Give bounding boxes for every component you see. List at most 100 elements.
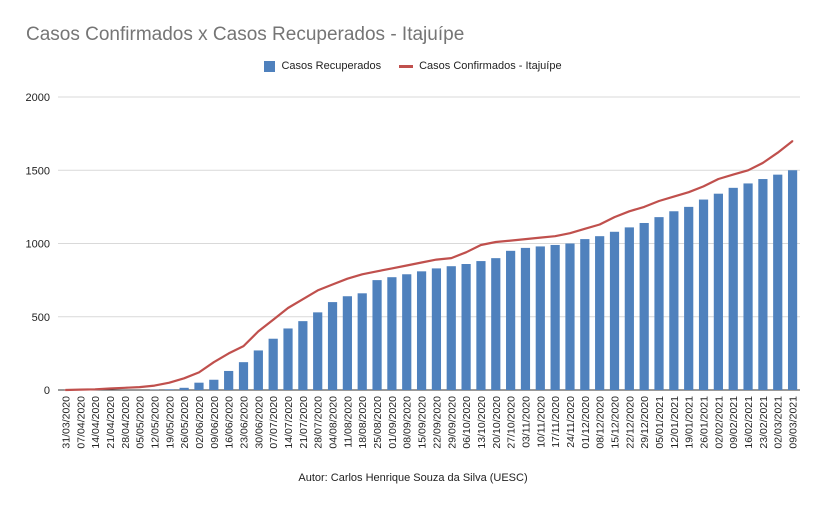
bar-recuperados — [327, 302, 338, 390]
x-tick-label: 21/07/2020 — [298, 396, 310, 449]
y-tick-label: 1000 — [26, 239, 50, 251]
x-tick-label: 08/09/2020 — [402, 396, 414, 449]
x-tick-label: 19/05/2020 — [164, 396, 176, 449]
point-confirmados — [272, 318, 274, 321]
x-tick-label: 31/03/2020 — [60, 396, 72, 449]
point-confirmados — [346, 277, 349, 280]
y-tick-label: 1500 — [26, 165, 50, 177]
bar-recuperados — [639, 222, 649, 390]
x-tick-label: 04/08/2020 — [328, 396, 340, 449]
bar-recuperados — [609, 231, 620, 390]
x-tick-label: 02/06/2020 — [194, 396, 206, 449]
x-tick-label: 07/04/2020 — [75, 396, 87, 449]
x-tick-label: 03/11/2020 — [520, 396, 532, 448]
point-confirmados — [687, 191, 690, 194]
point-confirmados — [643, 206, 645, 208]
x-tick-label: 06/10/2020 — [461, 396, 473, 449]
bar-recuperados — [550, 244, 560, 390]
bar-recuperados — [654, 217, 664, 390]
bar-recuperados — [491, 258, 501, 390]
point-confirmados — [64, 389, 67, 391]
point-confirmados — [391, 267, 393, 270]
point-confirmados — [762, 162, 764, 164]
y-tick-label: 2000 — [26, 92, 50, 104]
point-confirmados — [732, 173, 735, 176]
point-confirmados — [123, 387, 126, 389]
point-confirmados — [658, 200, 660, 202]
point-confirmados — [302, 298, 304, 300]
bar-recuperados — [580, 239, 590, 390]
x-tick-label: 23/06/2020 — [239, 396, 251, 449]
bar-recuperados — [238, 362, 249, 390]
bar-recuperados — [298, 321, 308, 390]
legend-label-confirmados: Casos Confirmados - Itajuípe — [419, 60, 562, 72]
bar-recuperados — [535, 246, 545, 390]
x-tick-label: 16/02/2021 — [743, 396, 755, 449]
point-confirmados — [138, 386, 141, 388]
point-confirmados — [554, 235, 556, 237]
point-confirmados — [584, 228, 586, 230]
bar-recuperados — [743, 183, 753, 390]
x-tick-label: 13/10/2020 — [476, 396, 488, 449]
x-tick-label: 20/10/2020 — [491, 396, 503, 449]
bar-recuperados — [684, 206, 694, 390]
x-tick-label: 07/07/2020 — [268, 396, 280, 449]
bar-recuperados — [787, 170, 798, 390]
point-confirmados — [524, 238, 527, 240]
x-tick-label: 22/09/2020 — [431, 396, 443, 449]
point-confirmados — [791, 140, 794, 142]
point-confirmados — [598, 223, 601, 226]
bar-recuperados — [416, 271, 427, 390]
x-tick-label: 24/11/2020 — [565, 396, 577, 448]
point-confirmados — [94, 388, 96, 391]
bar-recuperados — [713, 193, 723, 390]
legend-swatch-confirmados — [399, 64, 414, 68]
x-tick-label: 02/03/2021 — [773, 396, 785, 449]
point-confirmados — [450, 257, 453, 259]
x-tick-label: 29/09/2020 — [446, 396, 458, 449]
legend-swatch-recuperados — [264, 60, 276, 72]
x-tick-label: 02/02/2021 — [713, 396, 725, 449]
point-confirmados — [465, 251, 467, 254]
chart-title: Casos Confirmados x Casos Recuperados - … — [26, 24, 465, 45]
x-tick-label: 26/01/2021 — [699, 396, 711, 449]
legend-item-recuperados: Casos Recuperados — [264, 60, 381, 72]
bar-recuperados — [253, 350, 263, 390]
point-confirmados — [257, 330, 260, 333]
point-confirmados — [480, 244, 482, 246]
x-tick-label: 10/11/2020 — [535, 396, 547, 448]
bar-recuperados — [446, 266, 456, 390]
point-confirmados — [569, 232, 571, 235]
point-confirmados — [242, 345, 245, 347]
bar-recuperados — [268, 338, 278, 390]
bar-recuperados — [194, 382, 204, 390]
x-tick-label: 15/12/2020 — [610, 396, 622, 449]
bar-recuperados — [357, 293, 367, 390]
x-tick-label: 16/06/2020 — [224, 396, 236, 449]
x-tick-label: 12/01/2021 — [669, 396, 681, 449]
point-confirmados — [376, 270, 378, 273]
point-confirmados — [153, 384, 156, 387]
x-tick-label: 11/08/2020 — [342, 396, 354, 448]
bar-recuperados — [506, 250, 516, 390]
bar-recuperados — [342, 296, 352, 390]
x-tick-label: 17/11/2020 — [550, 396, 562, 448]
x-tick-label: 14/07/2020 — [283, 396, 295, 449]
bar-recuperados — [209, 379, 219, 390]
point-confirmados — [420, 261, 423, 264]
point-confirmados — [168, 381, 171, 384]
bar-recuperados — [728, 187, 738, 390]
bar-recuperados — [773, 174, 783, 390]
line-confirmados — [65, 140, 794, 392]
bar-recuperados — [224, 370, 234, 390]
bar-recuperados — [164, 389, 174, 390]
point-confirmados — [213, 361, 215, 363]
legend-label-recuperados: Casos Recuperados — [281, 60, 382, 72]
bar-recuperados — [624, 227, 634, 390]
point-confirmados — [613, 216, 616, 218]
point-confirmados — [747, 169, 749, 172]
y-tick-label: 0 — [44, 385, 50, 397]
x-tick-label: 15/09/2020 — [417, 396, 429, 449]
point-confirmados — [109, 387, 111, 390]
bar-recuperados — [431, 268, 442, 390]
